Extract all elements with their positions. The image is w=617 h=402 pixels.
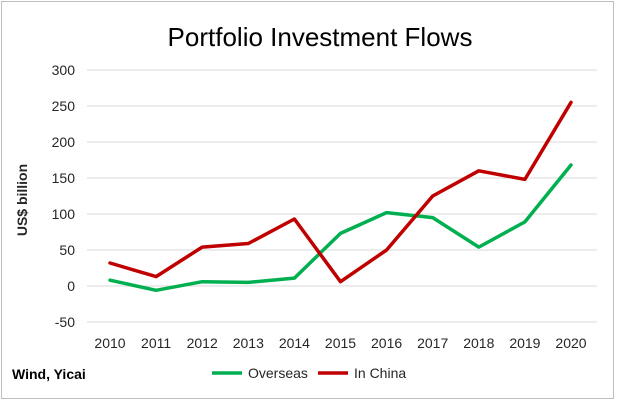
source-note: Wind, Yicai [12,366,86,382]
x-tick-label: 2020 [555,335,586,351]
y-tick-label: 50 [59,242,75,258]
y-tick-labels: -50 0 50 100 150 200 250 300 [52,62,76,330]
legend-label: Overseas [248,365,308,381]
legend: Overseas In China [212,365,406,381]
y-tick-label: 0 [67,278,75,294]
x-tick-label: 2011 [141,335,171,351]
y-tick-label: 100 [52,206,76,222]
x-tick-label: 2019 [509,335,540,351]
x-tick-label: 2017 [417,335,448,351]
chart-title: Portfolio Investment Flows [168,22,473,52]
x-tick-label: 2012 [187,335,218,351]
x-tick-label: 2013 [233,335,264,351]
x-tick-labels: 2010 2011 2012 2013 2014 2015 2016 2017 2018 2019… [94,335,586,351]
x-tick-label: 2016 [371,335,402,351]
x-tick-label: 2010 [94,335,125,351]
y-tick-label: 150 [52,170,76,186]
y-tick-label: 250 [52,98,76,114]
y-tick-label: 200 [52,134,76,150]
series-line-overseas [108,163,573,293]
x-tick-label: 2018 [463,335,494,351]
y-tick-label: 300 [52,62,76,78]
y-axis-label: US$ billion [14,164,30,236]
y-tick-label: -50 [55,314,75,330]
legend-label: In China [354,365,406,381]
series-line-in-china [108,100,573,284]
series-lines [108,100,573,293]
x-tick-label: 2015 [325,335,356,351]
gridlines [87,69,597,323]
x-tick-label: 2014 [279,335,310,351]
